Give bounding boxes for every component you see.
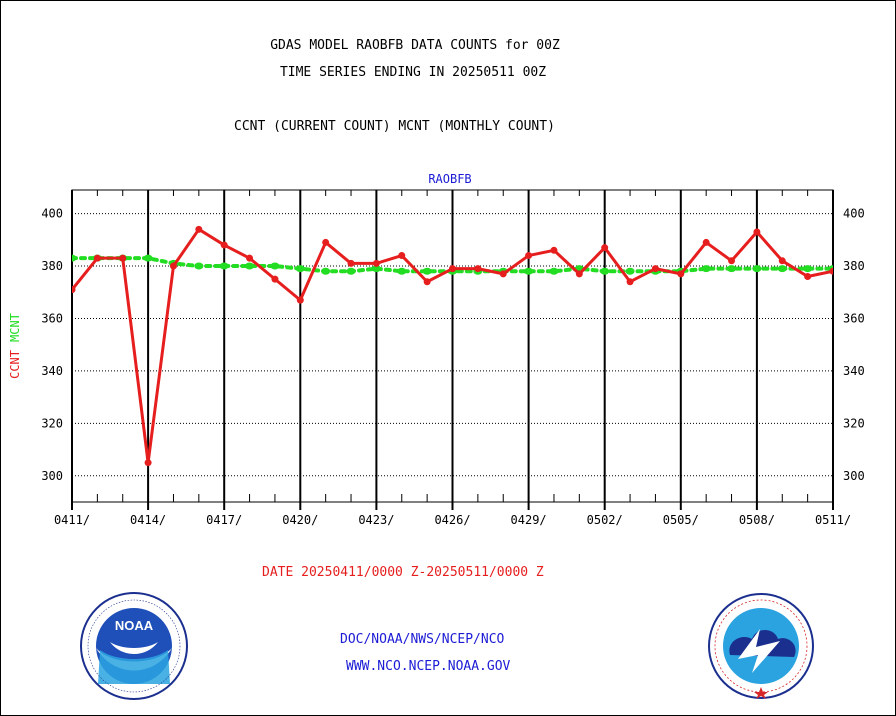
- data-point-ccnt: [195, 225, 203, 233]
- x-tick-label: 0505/: [663, 513, 699, 527]
- y-tick-label-left: 340: [41, 364, 63, 378]
- x-tick-label: 0414/: [130, 513, 166, 527]
- data-point-ccnt: [347, 259, 355, 267]
- y-tick-label-left: 380: [41, 259, 63, 273]
- data-point-ccnt: [550, 246, 558, 254]
- x-tick-label: 0508/: [739, 513, 775, 527]
- data-point-ccnt: [119, 254, 127, 262]
- data-point-ccnt: [271, 275, 279, 283]
- data-point-mcnt: [270, 262, 280, 270]
- data-point-mcnt: [422, 267, 432, 275]
- data-point-mcnt: [321, 267, 331, 275]
- y-tick-label-right: 400: [843, 207, 865, 221]
- data-point-ccnt: [702, 238, 710, 246]
- chart-title: GDAS MODEL RAOBFB DATA COUNTS for 00Z: [270, 38, 560, 53]
- data-point-mcnt: [701, 265, 711, 273]
- data-point-ccnt: [651, 265, 659, 273]
- y-axis-label: CCNT MCNT: [8, 313, 22, 379]
- data-point-ccnt: [398, 252, 406, 260]
- nws-logo: [708, 593, 814, 699]
- data-point-mcnt: [727, 265, 737, 273]
- data-point-mcnt: [371, 265, 381, 273]
- x-tick-label: 0423/: [358, 513, 394, 527]
- x-tick-label: 0420/: [282, 513, 318, 527]
- data-point-mcnt: [625, 267, 635, 275]
- data-point-ccnt: [169, 262, 177, 270]
- data-point-ccnt: [372, 259, 380, 267]
- x-tick-label: 0417/: [206, 513, 242, 527]
- y-tick-label-right: 380: [843, 259, 865, 273]
- y-tick-label-right: 300: [843, 469, 865, 483]
- data-point-ccnt: [144, 459, 152, 467]
- data-point-ccnt: [93, 254, 101, 262]
- site-link[interactable]: WWW.NCO.NCEP.NOAA.GOV: [346, 659, 511, 674]
- data-point-ccnt: [220, 241, 228, 249]
- x-tick-label: 0429/: [511, 513, 547, 527]
- data-point-ccnt: [525, 252, 533, 260]
- data-point-ccnt: [474, 265, 482, 273]
- data-point-ccnt: [449, 265, 456, 273]
- x-tick-label: 0502/: [587, 513, 623, 527]
- data-point-mcnt: [219, 262, 229, 270]
- data-point-ccnt: [499, 270, 507, 278]
- data-point-mcnt: [803, 265, 813, 273]
- y-tick-label-right: 360: [843, 311, 865, 325]
- x-tick-label: 0426/: [434, 513, 470, 527]
- data-point-ccnt: [778, 257, 786, 265]
- legend-description: CCNT (CURRENT COUNT) MCNT (MONTHLY COUNT…: [234, 119, 555, 134]
- data-point-mcnt: [72, 254, 77, 262]
- data-point-ccnt: [423, 278, 431, 286]
- data-point-ccnt: [575, 270, 583, 278]
- data-point-mcnt: [346, 267, 356, 275]
- y-tick-label-left: 400: [41, 207, 63, 221]
- x-tick-label: 0411/: [54, 513, 90, 527]
- data-point-ccnt: [753, 228, 761, 236]
- panel-label: RAOBFB: [428, 172, 472, 186]
- y-axis-label-mcnt: MCNT: [8, 313, 22, 342]
- y-tick-label-left: 320: [41, 416, 63, 430]
- chart-subtitle-series: TIME SERIES ENDING IN 20250511 00Z: [279, 65, 547, 80]
- data-point-mcnt: [295, 265, 305, 273]
- x-tick-label: 0511/: [815, 513, 851, 527]
- noaa-logo-text: NOAA: [115, 618, 154, 633]
- data-point-ccnt: [728, 257, 736, 265]
- noaa-logo: NOAA: [80, 592, 188, 700]
- data-point-ccnt: [322, 238, 330, 246]
- data-point-ccnt: [804, 273, 812, 281]
- data-point-mcnt: [143, 254, 153, 262]
- data-point-mcnt: [549, 267, 559, 275]
- data-point-ccnt: [677, 270, 685, 278]
- data-point-ccnt: [829, 267, 833, 275]
- y-tick-label-right: 340: [843, 364, 865, 378]
- y-tick-label-left: 300: [41, 469, 63, 483]
- y-tick-label-right: 320: [843, 416, 865, 430]
- data-point-ccnt: [296, 296, 304, 304]
- data-point-mcnt: [524, 267, 534, 275]
- data-point-ccnt: [246, 254, 254, 262]
- date-range-label: DATE 20250411/0000 Z-20250511/0000 Z: [262, 565, 544, 580]
- data-point-ccnt: [601, 244, 609, 252]
- data-point-mcnt: [752, 265, 762, 273]
- data-point-mcnt: [600, 267, 610, 275]
- data-point-mcnt: [194, 262, 204, 270]
- data-point-mcnt: [777, 265, 787, 273]
- data-point-mcnt: [397, 267, 407, 275]
- data-point-ccnt: [72, 286, 76, 294]
- data-point-mcnt: [245, 262, 255, 270]
- data-point-ccnt: [626, 278, 634, 286]
- y-axis-label-ccnt: CCNT: [8, 350, 22, 379]
- org-link[interactable]: DOC/NOAA/NWS/NCEP/NCO: [340, 632, 505, 647]
- y-tick-label-left: 360: [41, 311, 63, 325]
